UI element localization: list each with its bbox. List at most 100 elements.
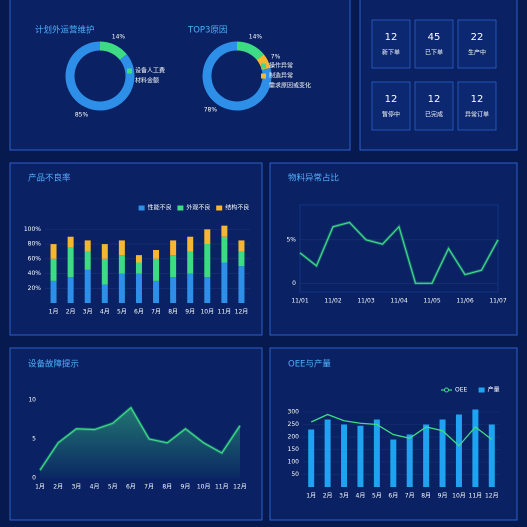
y-tick-label: 100%	[24, 226, 41, 233]
panel	[9, 162, 263, 336]
x-tick-label: 3月	[83, 309, 93, 316]
legend-label: 外观不良	[186, 204, 210, 212]
x-tick-label: 8月	[168, 309, 178, 316]
stat-tile	[457, 19, 497, 69]
x-tick-label: 4月	[90, 484, 100, 491]
x-tick-label: 12月	[233, 484, 247, 491]
stat-label: 已完成	[425, 111, 443, 119]
bar	[135, 262, 142, 274]
legend-swatch	[177, 205, 184, 211]
x-tick-label: 12月	[485, 493, 499, 500]
pie-slice	[236, 41, 264, 61]
stat-tile	[457, 81, 497, 131]
y-tick-label: 150	[288, 446, 300, 453]
y-tick-label: 250	[288, 421, 300, 428]
bar	[153, 258, 160, 281]
x-tick-label: 2月	[66, 309, 76, 316]
bar	[373, 419, 380, 487]
value-label: 7%	[271, 53, 281, 60]
legend-label: 结构不良	[225, 204, 249, 212]
y-tick-label: 100	[288, 459, 300, 466]
x-tick-label: 12月	[235, 309, 249, 316]
bar	[170, 277, 177, 303]
legend-swatch	[216, 205, 223, 211]
bar	[118, 273, 125, 303]
y-tick-label: 50	[291, 471, 299, 478]
bar	[118, 255, 125, 274]
x-tick-label: 5月	[108, 484, 118, 491]
panel	[269, 162, 518, 336]
x-tick-label: 5月	[117, 309, 127, 316]
x-tick-label: 11/06	[456, 298, 473, 305]
chart-title: 设备故障提示	[28, 359, 79, 370]
bar	[238, 251, 245, 267]
panel	[9, 0, 351, 151]
legend-label: 操作异常	[269, 62, 293, 70]
bar	[187, 251, 194, 274]
chart-title: TOP3原因	[187, 26, 227, 36]
stat-value: 12	[428, 94, 441, 105]
bar	[455, 414, 462, 487]
x-tick-label: 5月	[372, 493, 382, 500]
y-tick-label: 80%	[28, 241, 42, 248]
x-tick-label: 6月	[126, 484, 136, 491]
legend-label: 性能不良	[148, 204, 172, 212]
legend-swatch	[261, 63, 266, 69]
legend-label: OEE	[455, 387, 468, 394]
legend-label: 需求原因或变化	[269, 82, 311, 90]
x-tick-label: 3月	[71, 484, 81, 491]
x-tick-label: 1月	[35, 484, 45, 491]
x-tick-label: 11月	[215, 484, 229, 491]
y-tick-label: 40%	[28, 270, 42, 277]
bar	[488, 424, 495, 487]
value-label: 14%	[112, 34, 126, 41]
legend-swatch	[261, 73, 266, 79]
bar	[357, 425, 364, 487]
x-tick-label: 11/02	[324, 298, 341, 305]
bar	[341, 424, 348, 487]
bar	[67, 277, 74, 303]
legend-dot	[444, 387, 449, 393]
stat-label: 异常订单	[465, 111, 489, 119]
stat-tile	[414, 81, 454, 131]
stat-value: 12	[385, 94, 398, 105]
x-tick-label: 10月	[200, 309, 214, 316]
y-tick-label: 60%	[28, 255, 42, 262]
bar	[84, 240, 91, 252]
legend-swatch	[127, 78, 132, 84]
x-tick-label: 8月	[162, 484, 172, 491]
y-tick-label: 300	[288, 409, 300, 416]
bar	[324, 419, 331, 487]
bar	[50, 280, 57, 303]
bar	[308, 429, 315, 487]
x-tick-label: 3月	[339, 493, 349, 500]
y-tick-label: 10	[28, 396, 36, 403]
x-tick-label: 6月	[388, 493, 398, 500]
stat-tile	[371, 19, 411, 69]
x-tick-label: 11月	[469, 493, 483, 500]
stat-label: 生产中	[468, 49, 486, 57]
x-tick-label: 7月	[144, 484, 154, 491]
bar	[84, 269, 91, 303]
bar	[187, 236, 194, 252]
stat-tile	[414, 19, 454, 69]
bar	[153, 249, 160, 259]
stat-value: 22	[471, 32, 484, 43]
legend-swatch	[127, 68, 132, 74]
bar	[238, 240, 245, 252]
y-tick-label: 5%	[286, 236, 296, 243]
stat-value: 12	[471, 94, 484, 105]
bar	[390, 439, 397, 487]
legend-swatch	[138, 205, 145, 211]
stat-label: 新下单	[382, 49, 400, 57]
y-tick-label: 5	[32, 435, 36, 442]
x-tick-label: 8月	[421, 493, 431, 500]
stat-value: 12	[385, 32, 398, 43]
x-tick-label: 1月	[49, 309, 59, 316]
legend-label: 设备人工费	[135, 67, 165, 75]
pie-slice	[256, 54, 271, 71]
x-tick-label: 7月	[405, 493, 415, 500]
stat-label: 已下单	[425, 49, 443, 57]
